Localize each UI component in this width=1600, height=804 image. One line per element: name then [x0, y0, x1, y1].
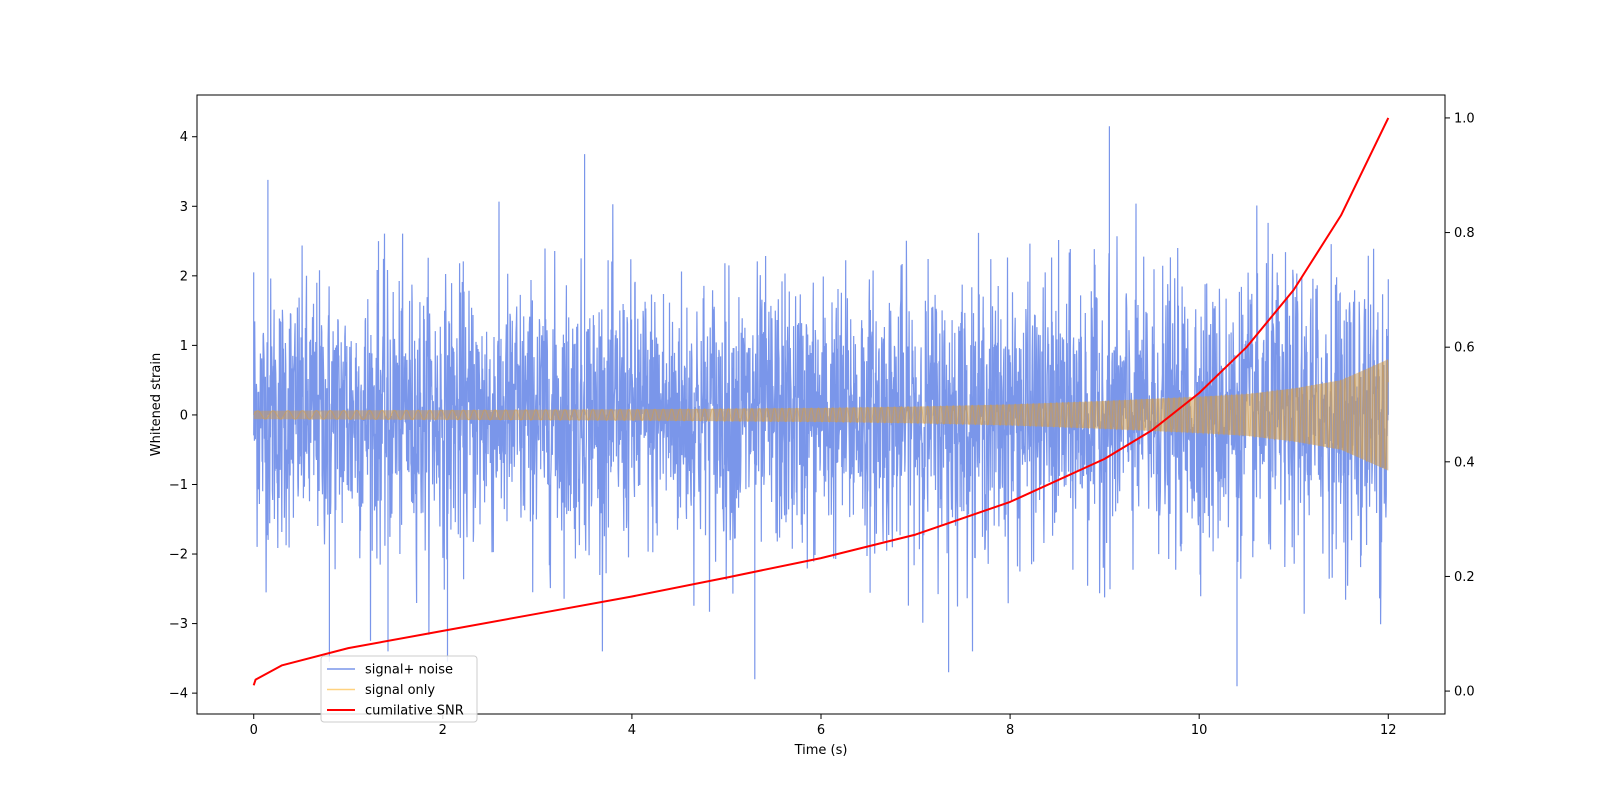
y-right-tick-label: 1.0 [1454, 111, 1475, 126]
y-tick-label: 0 [180, 408, 188, 423]
y-right-tick-label: 0.2 [1454, 570, 1475, 585]
y-tick-label: 2 [180, 269, 188, 284]
legend-label: signal only [365, 683, 435, 698]
x-axis: 0 2 4 6 8 10 12 [250, 714, 1397, 738]
legend-label: cumilative SNR [365, 704, 464, 719]
legend: signal+ noise signal only cumilative SNR [320, 655, 478, 723]
legend-box [320, 655, 478, 723]
x-tick-label: 0 [250, 723, 258, 738]
legend-label: signal+ noise [365, 663, 453, 678]
x-axis-label: Time (s) [794, 743, 848, 758]
plot-layer [252, 117, 1390, 687]
series-cumulative-snr-line [252, 117, 1390, 686]
series-signal-only-envelope [253, 359, 1389, 471]
y-axis-left: −4 −3 −2 −1 0 1 2 3 4 [169, 130, 197, 702]
y-tick-label: −1 [169, 478, 188, 493]
y-tick-label: −4 [169, 687, 188, 702]
plot-area [252, 117, 1390, 687]
y-right-tick-label: 0.8 [1454, 226, 1475, 241]
x-tick-label: 6 [817, 723, 825, 738]
y-tick-label: 1 [180, 339, 188, 354]
x-tick-label: 12 [1380, 723, 1397, 738]
series-signal-noise-line [253, 126, 1389, 687]
y-axis-label: Whitened strain [149, 353, 164, 456]
y-axis-right: 0.0 0.2 0.4 0.6 0.8 1.0 [1445, 111, 1475, 700]
x-tick-label: 10 [1191, 723, 1208, 738]
x-tick-label: 4 [628, 723, 636, 738]
x-tick-label: 8 [1006, 723, 1014, 738]
y-right-tick-label: 0.6 [1454, 341, 1475, 356]
x-tick-label: 2 [439, 723, 447, 738]
y-right-tick-label: 0.4 [1454, 455, 1475, 470]
y-tick-label: −2 [169, 548, 188, 563]
y-right-tick-label: 0.0 [1454, 685, 1475, 700]
y-tick-label: 3 [180, 200, 188, 215]
y-tick-label: −3 [169, 617, 188, 632]
y-tick-label: 4 [180, 130, 188, 145]
